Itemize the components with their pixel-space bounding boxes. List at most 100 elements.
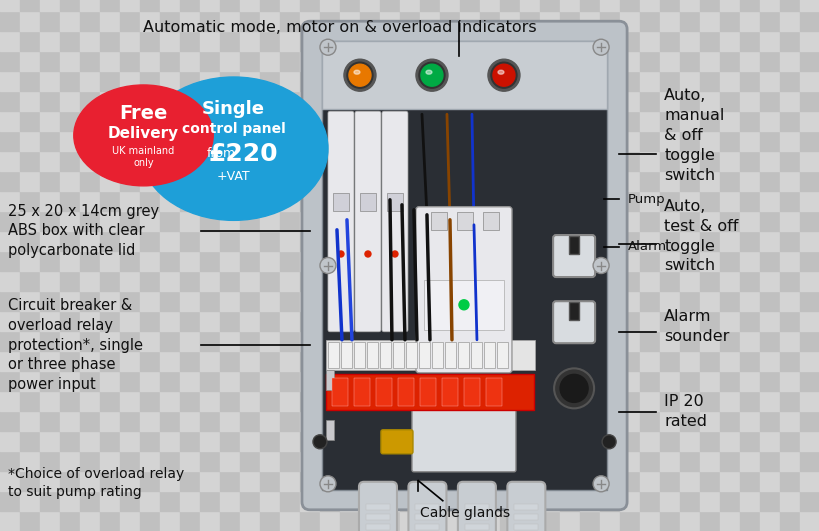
Bar bbox=[440, 0, 459, 11]
Bar bbox=[360, 451, 379, 471]
Bar bbox=[579, 111, 600, 131]
Bar bbox=[140, 371, 160, 391]
Bar bbox=[719, 271, 739, 291]
Bar bbox=[779, 411, 799, 431]
Bar bbox=[479, 431, 500, 451]
Bar bbox=[140, 471, 160, 491]
Circle shape bbox=[343, 59, 375, 91]
Bar bbox=[379, 351, 400, 371]
Bar bbox=[459, 111, 479, 131]
Bar bbox=[240, 51, 260, 71]
Bar bbox=[559, 11, 579, 31]
Bar bbox=[559, 391, 579, 411]
Bar bbox=[379, 331, 400, 351]
Bar bbox=[639, 511, 659, 531]
Bar bbox=[240, 151, 260, 171]
Bar bbox=[699, 411, 719, 431]
Bar bbox=[479, 91, 500, 111]
Bar bbox=[699, 331, 719, 351]
Bar bbox=[579, 271, 600, 291]
Bar bbox=[240, 71, 260, 91]
Bar bbox=[360, 211, 379, 231]
Bar bbox=[579, 171, 600, 191]
Bar bbox=[20, 211, 40, 231]
Bar bbox=[0, 471, 20, 491]
Bar bbox=[619, 71, 639, 91]
Bar bbox=[519, 91, 540, 111]
Bar bbox=[319, 71, 340, 91]
FancyBboxPatch shape bbox=[415, 207, 511, 373]
Bar bbox=[514, 504, 538, 510]
Bar bbox=[20, 191, 40, 211]
Bar bbox=[419, 431, 440, 451]
Circle shape bbox=[313, 435, 327, 449]
Bar bbox=[279, 331, 300, 351]
Bar bbox=[445, 342, 455, 368]
Bar bbox=[279, 371, 300, 391]
Bar bbox=[100, 291, 120, 311]
Bar bbox=[440, 31, 459, 51]
Bar bbox=[60, 351, 80, 371]
Bar bbox=[739, 371, 759, 391]
Bar bbox=[100, 191, 120, 211]
Bar bbox=[319, 171, 340, 191]
Bar bbox=[100, 71, 120, 91]
Bar bbox=[500, 471, 519, 491]
Bar bbox=[559, 0, 579, 11]
Text: IP 20
rated: IP 20 rated bbox=[663, 394, 706, 429]
Bar bbox=[679, 431, 699, 451]
Bar bbox=[540, 71, 559, 91]
Bar bbox=[639, 351, 659, 371]
Text: Circuit breaker &
overload relay
protection*, single
or three phase
power input: Circuit breaker & overload relay protect… bbox=[8, 298, 143, 392]
Bar bbox=[120, 91, 140, 111]
Bar bbox=[240, 131, 260, 151]
Bar bbox=[659, 211, 679, 231]
Bar bbox=[600, 491, 619, 511]
Bar bbox=[160, 51, 180, 71]
Bar bbox=[120, 511, 140, 531]
Text: Auto,
manual
& off
toggle
switch: Auto, manual & off toggle switch bbox=[663, 88, 724, 183]
Bar bbox=[540, 91, 559, 111]
Bar bbox=[600, 191, 619, 211]
Bar bbox=[419, 151, 440, 171]
Bar bbox=[500, 391, 519, 411]
Bar bbox=[240, 491, 260, 511]
Bar bbox=[260, 131, 279, 151]
Bar bbox=[559, 431, 579, 451]
Bar bbox=[739, 311, 759, 331]
Bar bbox=[40, 491, 60, 511]
Bar bbox=[379, 251, 400, 271]
Bar bbox=[120, 11, 140, 31]
Bar bbox=[440, 391, 459, 411]
Bar bbox=[180, 11, 200, 31]
Bar bbox=[60, 291, 80, 311]
Bar bbox=[579, 431, 600, 451]
Bar bbox=[519, 451, 540, 471]
Bar bbox=[300, 11, 319, 31]
Bar bbox=[559, 71, 579, 91]
Text: control panel: control panel bbox=[182, 122, 285, 136]
Bar bbox=[799, 291, 819, 311]
Bar bbox=[679, 71, 699, 91]
FancyBboxPatch shape bbox=[382, 111, 408, 332]
Bar bbox=[400, 111, 419, 131]
Bar bbox=[479, 491, 500, 511]
Bar bbox=[500, 0, 519, 11]
Bar bbox=[200, 111, 219, 131]
Bar bbox=[799, 511, 819, 531]
Bar bbox=[200, 291, 219, 311]
Bar bbox=[759, 151, 779, 171]
Bar bbox=[459, 71, 479, 91]
Bar bbox=[100, 211, 120, 231]
Bar bbox=[379, 291, 400, 311]
Bar bbox=[0, 111, 20, 131]
Bar bbox=[679, 51, 699, 71]
Bar bbox=[579, 151, 600, 171]
Bar bbox=[500, 71, 519, 91]
Bar bbox=[779, 251, 799, 271]
Bar bbox=[739, 191, 759, 211]
Bar bbox=[80, 431, 100, 451]
Bar bbox=[540, 491, 559, 511]
Bar bbox=[40, 311, 60, 331]
Bar bbox=[779, 31, 799, 51]
